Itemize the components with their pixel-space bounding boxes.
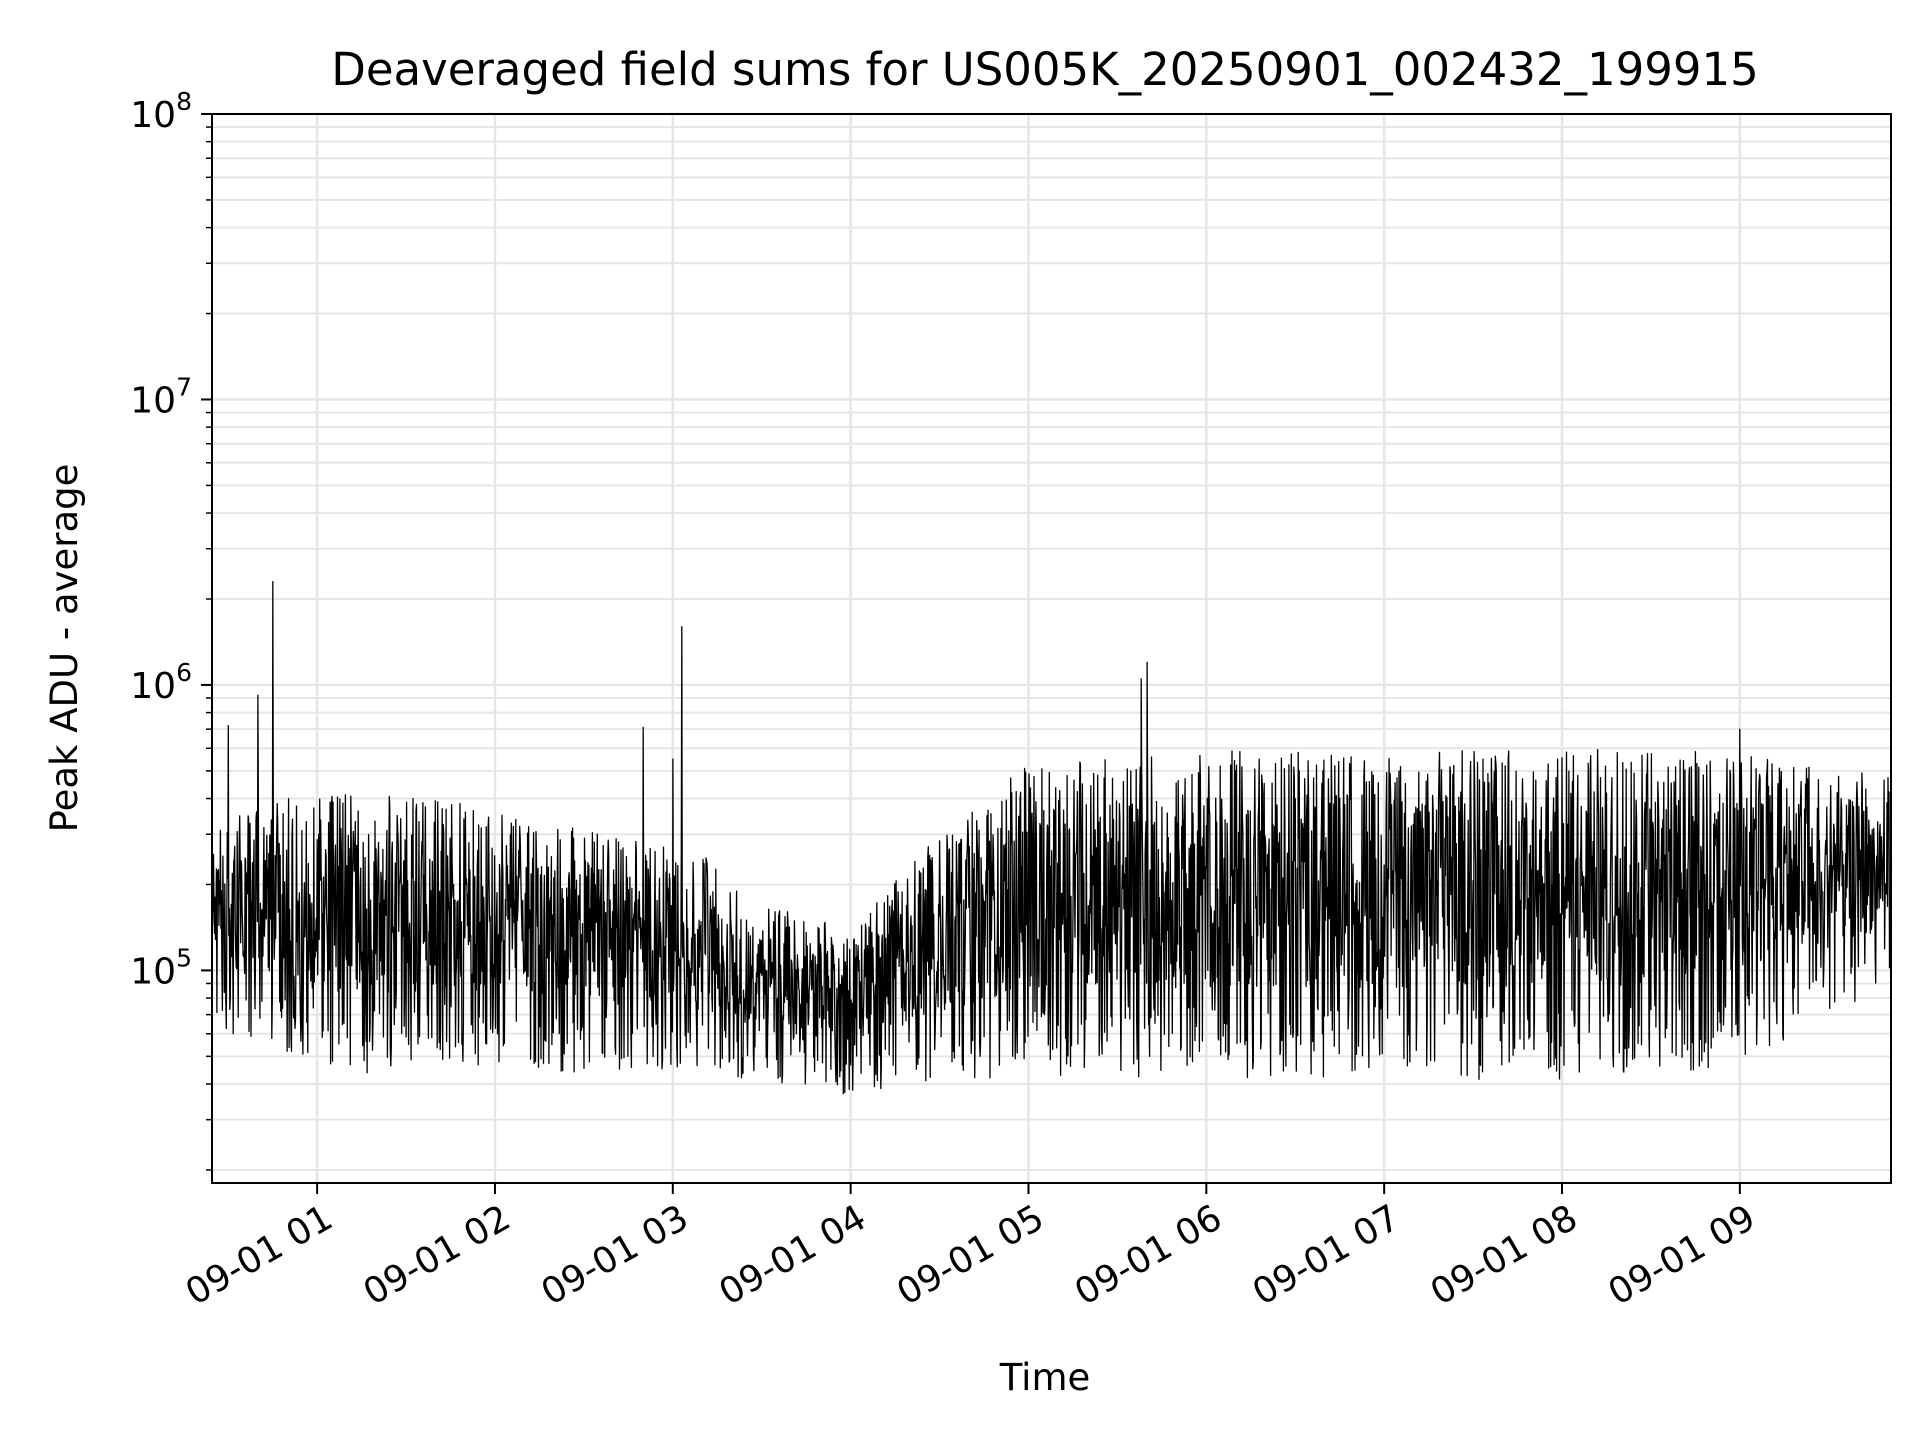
y-tick-label: 108 — [130, 87, 192, 136]
series-line — [211, 581, 1892, 1095]
y-axis-label: Peak ADU - average — [43, 464, 86, 833]
y-tick-label: 105 — [130, 943, 192, 992]
x-axis-label: Time — [999, 1356, 1091, 1399]
y-tick-label: 107 — [130, 372, 192, 421]
series-layer — [211, 581, 1892, 1095]
y-tick-label: 106 — [130, 658, 192, 707]
chart-title: Deaveraged field sums for US005K_2025090… — [331, 43, 1759, 96]
plot-frame — [211, 113, 1892, 1184]
